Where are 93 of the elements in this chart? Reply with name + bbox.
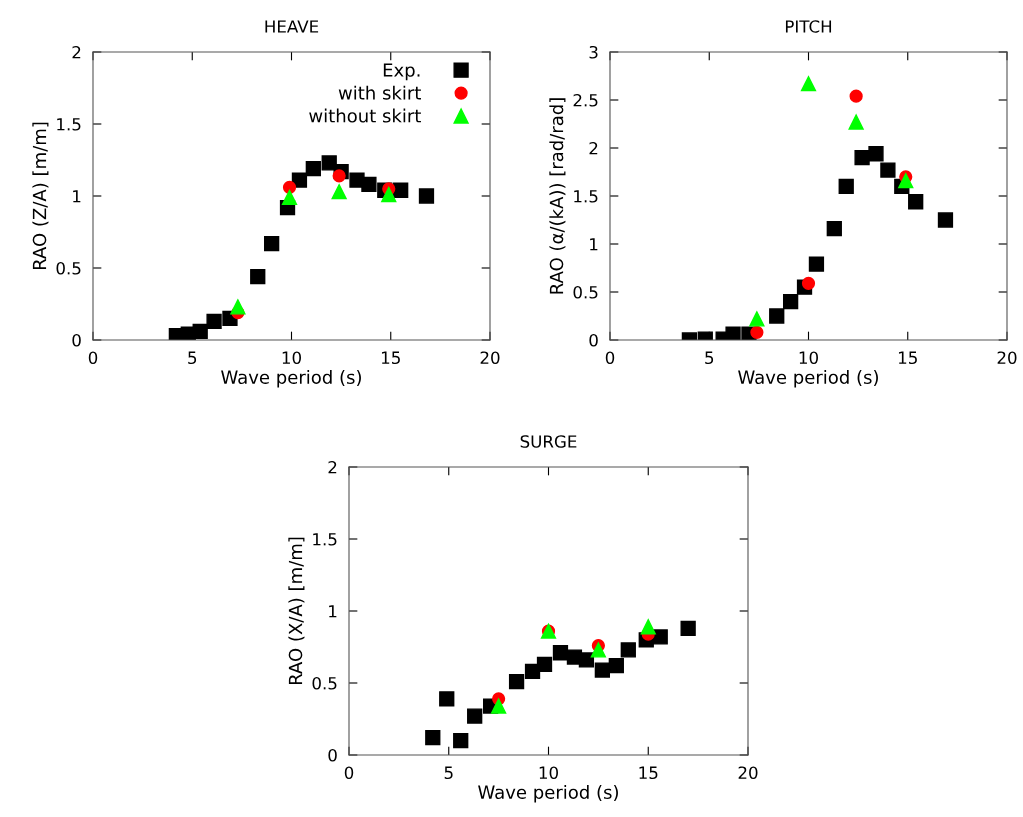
x-tick-label: 20: [997, 351, 1017, 365]
point: [854, 149, 870, 166]
point: [880, 162, 896, 178]
point: [282, 180, 297, 194]
x-tick-label: 5: [188, 351, 197, 365]
point: [381, 186, 397, 203]
point: [192, 323, 208, 339]
point: [230, 299, 246, 315]
point: [361, 176, 377, 193]
y-tick-label: 1.5: [574, 190, 598, 203]
point: [898, 173, 914, 189]
point: [418, 188, 435, 204]
point: [652, 629, 668, 645]
y-axis-title: RAO (X/A) [m/m]: [288, 537, 305, 685]
y-tick-label: 1: [590, 238, 598, 251]
y-tick-label: 0.5: [56, 261, 81, 275]
x-tick-label: 20: [738, 766, 758, 780]
point: [640, 619, 656, 635]
point: [868, 146, 884, 162]
y-tick-label: 1.5: [313, 533, 337, 546]
y-tick-label: 0: [72, 333, 81, 347]
x-tick-label: 20: [480, 351, 500, 365]
point: [250, 269, 266, 285]
point: [439, 691, 455, 707]
x-tick-label: 10: [539, 766, 558, 780]
point: [552, 645, 569, 661]
x-tick-label: 15: [898, 351, 917, 365]
point: [393, 182, 409, 198]
x-tick-label: 0: [605, 351, 615, 365]
x-tick-label: 15: [381, 351, 400, 365]
point: [425, 730, 441, 746]
point: [453, 732, 469, 749]
y-tick-label: 2.5: [573, 93, 598, 107]
x-axis-title: Wave period (s): [738, 370, 878, 388]
y-tick-label: 1.5: [57, 118, 81, 131]
point: [608, 658, 624, 674]
chart-title: PITCH: [785, 20, 832, 33]
point: [620, 642, 636, 658]
point: [800, 76, 817, 92]
y-tick-label: 0.5: [312, 676, 337, 690]
y-tick-label: 1: [73, 190, 81, 203]
point: [725, 326, 741, 340]
point: [281, 189, 298, 206]
y-axis-title: RAO (Z/A) [m/m]: [32, 122, 49, 270]
x-tick-label: 5: [705, 351, 714, 365]
y-tick-label: 0: [328, 748, 337, 762]
legend-label: without skirt: [309, 108, 421, 123]
point: [908, 194, 924, 210]
point: [848, 114, 864, 130]
point: [769, 308, 785, 324]
y-tick-label: 3: [589, 45, 598, 59]
point: [849, 89, 863, 103]
point: [490, 698, 507, 714]
point: [808, 256, 825, 272]
y-tick-label: 2: [72, 45, 81, 59]
x-tick-label: 0: [88, 351, 98, 365]
point: [321, 155, 337, 171]
x-tick-label: 10: [799, 351, 818, 365]
point: [750, 325, 764, 339]
y-tick-label: 2: [589, 141, 598, 155]
chart-title: SURGE: [520, 435, 577, 448]
point: [508, 673, 525, 690]
legend-label: with skirt: [338, 85, 421, 100]
point: [749, 311, 765, 327]
point: [826, 221, 842, 237]
x-axis-title: Wave period (s): [221, 370, 361, 388]
point: [331, 184, 347, 200]
point: [264, 235, 280, 252]
point: [467, 708, 483, 724]
x-axis-title: Wave period (s): [478, 785, 618, 803]
point: [206, 313, 222, 329]
point: [801, 276, 816, 290]
point: [305, 161, 321, 177]
x-tick-label: 5: [444, 766, 453, 780]
legend-label: Exp.: [383, 63, 420, 81]
point: [332, 169, 346, 183]
point: [594, 662, 611, 678]
y-tick-label: 2: [328, 460, 337, 474]
point: [590, 642, 607, 658]
x-tick-label: 10: [282, 351, 301, 365]
y-axis-title: RAO (α/(kA)) [rad/rad]: [549, 98, 566, 294]
x-tick-label: 0: [344, 766, 354, 780]
y-tick-label: 1: [329, 605, 337, 618]
point: [937, 212, 954, 228]
x-tick-label: 15: [639, 766, 658, 780]
point: [838, 178, 854, 195]
point: [680, 620, 696, 636]
chart-title: HEAVE: [265, 20, 319, 33]
point: [536, 656, 553, 672]
y-tick-label: 0: [589, 333, 598, 347]
point: [578, 652, 595, 668]
y-tick-label: 0.5: [573, 285, 598, 299]
point: [782, 293, 799, 310]
